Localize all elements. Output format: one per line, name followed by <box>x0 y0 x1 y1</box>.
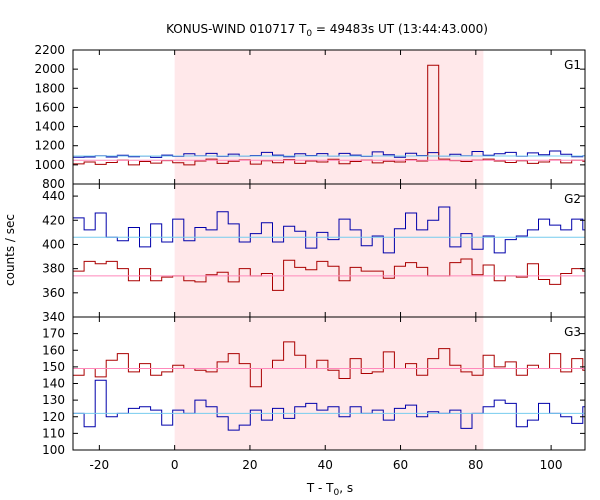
y-tick-label: 340 <box>42 310 65 324</box>
y-tick-label: 2200 <box>34 43 65 57</box>
y-tick-label: 400 <box>42 237 65 251</box>
y-tick-label: 800 <box>42 177 65 191</box>
y-tick-label: 2000 <box>34 62 65 76</box>
y-tick-label: 130 <box>42 393 65 407</box>
series-line-series_a <box>73 206 585 254</box>
y-tick-label: 440 <box>42 189 65 203</box>
x-tick-label: 60 <box>393 458 408 472</box>
y-tick-label: 1800 <box>34 81 65 95</box>
chart-panels: 8001000120014001600180020002200G13403603… <box>34 43 586 472</box>
y-tick-label: 1400 <box>34 120 65 134</box>
y-tick-label: 100 <box>42 443 65 457</box>
highlight-region <box>174 50 484 184</box>
chart-title-subscript: 0 <box>306 29 312 39</box>
plot-area <box>73 206 585 291</box>
y-tick-label: 1200 <box>34 139 65 153</box>
series-line-series_b <box>73 341 585 388</box>
x-tick-label: -20 <box>90 458 110 472</box>
x-tick-label: 40 <box>318 458 333 472</box>
x-tick-label: 80 <box>468 458 483 472</box>
chart-title-rest: = 49483s UT (13:44:43.000) <box>312 22 488 36</box>
y-tick-label: 380 <box>42 262 65 276</box>
y-axis-label: counts / sec <box>3 214 17 286</box>
y-tick-label: 1600 <box>34 100 65 114</box>
y-tick-label: 150 <box>42 360 65 374</box>
plot-area <box>73 341 585 431</box>
series-line-series_a <box>73 379 585 431</box>
highlight-region <box>174 317 484 450</box>
plot-area <box>73 64 585 166</box>
panel-label-g1: G1 <box>564 58 581 72</box>
y-tick-label: 420 <box>42 213 65 227</box>
y-tick-label: 360 <box>42 286 65 300</box>
x-axis-label: T - T0, s <box>306 481 353 498</box>
x-tick-label: 20 <box>242 458 257 472</box>
chart-title: KONUS-WIND 010717 T0 = 49483s UT (13:44:… <box>166 22 488 39</box>
x-axis-label-rest: , s <box>339 481 353 495</box>
y-tick-label: 140 <box>42 377 65 391</box>
panel-label-g3: G3 <box>564 325 581 339</box>
y-tick-label: 160 <box>42 343 65 357</box>
y-tick-label: 110 <box>42 426 65 440</box>
highlight-region <box>174 184 484 317</box>
panel-label-g2: G2 <box>564 192 581 206</box>
panel-g2: 340 360 380 400 420 440 G2 <box>42 183 586 324</box>
y-tick-label: 1000 <box>34 158 65 172</box>
x-axis-label-subscript: 0 <box>334 488 340 498</box>
y-tick-label: 170 <box>42 327 65 341</box>
panel-g3: 100 110 120 130 140 150 160 170 -20 0 20 40 60 80 100 G… <box>42 316 586 472</box>
series-line-series_b <box>73 64 585 166</box>
y-tick-label: 120 <box>42 410 65 424</box>
panel-g1: 800 1000 1200 1400 1600 1800 2000 2200 G1 <box>34 43 586 191</box>
x-tick-label: 0 <box>171 458 179 472</box>
series-line-series_b <box>73 258 585 291</box>
x-tick-label: 100 <box>540 458 563 472</box>
